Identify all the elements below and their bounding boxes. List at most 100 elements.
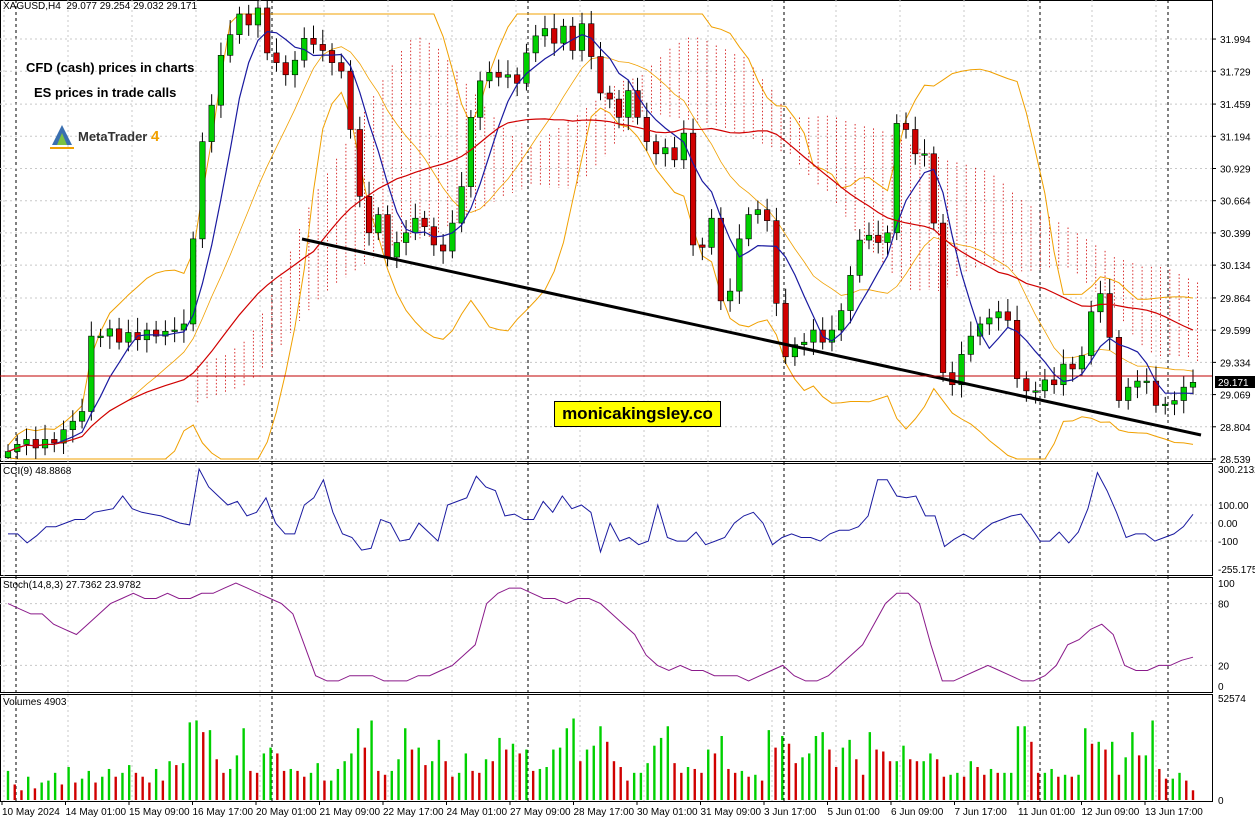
candle-bullish xyxy=(1088,311,1095,356)
candle-bearish xyxy=(1115,337,1123,401)
candle-bearish xyxy=(328,50,336,63)
candle-bearish xyxy=(939,222,947,373)
panel-frame-cci xyxy=(0,463,1213,576)
metatrader-logo: MetaTrader 4 xyxy=(48,123,159,149)
bollinger-lower xyxy=(7,91,1194,460)
candle-bullish xyxy=(458,186,465,224)
candle-bullish xyxy=(1078,355,1085,370)
candle-bullish xyxy=(523,52,530,84)
candle-bearish xyxy=(282,62,289,76)
candle-bullish xyxy=(375,214,382,234)
candle-bullish xyxy=(662,147,669,155)
cci-tick-label: -255.175 xyxy=(1218,565,1255,576)
x-tick-label: 21 May 09:00 xyxy=(320,807,381,818)
candle-bullish xyxy=(1060,363,1067,386)
descending-trendline xyxy=(301,237,1202,437)
cci-tick-label: 100.00 xyxy=(1218,501,1249,512)
candle-bullish xyxy=(403,232,410,243)
candle-bullish xyxy=(125,332,132,343)
candle-bullish xyxy=(1143,380,1150,383)
candle-bullish xyxy=(504,74,511,78)
candle-bearish xyxy=(615,98,623,118)
candle-bullish xyxy=(838,310,845,331)
candle-bullish xyxy=(541,28,549,37)
bollinger-upper xyxy=(7,13,1194,446)
candle-bullish xyxy=(625,90,632,118)
candle-bearish xyxy=(347,70,354,130)
candle-bearish xyxy=(338,62,345,72)
candle-bullish xyxy=(1125,386,1132,401)
cci-tick-label: 0.00 xyxy=(1218,519,1238,530)
stoch-label: Stoch(14,8,3) 27.7362 23.9782 xyxy=(3,580,141,591)
candle-bullish xyxy=(254,7,262,26)
candle-bearish xyxy=(717,217,724,302)
candle-bullish xyxy=(217,55,225,106)
cci-label: CCI(9) 48.8868 xyxy=(3,466,72,477)
candle-bullish xyxy=(291,59,299,76)
x-tick-label: 22 May 17:00 xyxy=(383,807,444,818)
candle-bearish xyxy=(495,72,502,78)
candle-bullish xyxy=(78,411,86,422)
x-tick-label: 5 Jun 01:00 xyxy=(828,807,881,818)
candle-bearish xyxy=(1023,378,1030,392)
candle-bullish xyxy=(23,439,30,445)
candle-bullish xyxy=(801,341,808,345)
candle-bearish xyxy=(153,329,160,337)
candle-bearish xyxy=(634,90,641,118)
candle-bullish xyxy=(199,141,206,240)
x-tick-label: 28 May 17:00 xyxy=(574,807,635,818)
candle-bearish xyxy=(671,147,678,161)
candle-bearish xyxy=(588,23,595,57)
candle-bullish xyxy=(791,344,798,358)
candle-bullish xyxy=(995,311,1002,319)
x-tick-label: 6 Jun 09:00 xyxy=(891,807,944,818)
moving-average-slow xyxy=(7,118,1194,453)
stoch-line xyxy=(7,582,1194,682)
candle-bearish xyxy=(273,52,280,63)
x-tick-label: 20 May 01:00 xyxy=(256,807,317,818)
candle-bearish xyxy=(319,44,326,51)
price-tick-label: 29.069 xyxy=(1220,391,1251,402)
platform-name: MetaTrader xyxy=(78,129,148,144)
panel-frame-volume xyxy=(0,694,1213,802)
stoch-tick-label: 20 xyxy=(1218,661,1230,672)
moving-average-fast xyxy=(7,30,1194,453)
x-tick-label: 14 May 01:00 xyxy=(66,807,127,818)
candle-bullish xyxy=(412,217,419,234)
cci-line xyxy=(8,467,1194,554)
candle-bullish xyxy=(4,451,12,458)
candle-bullish xyxy=(1041,379,1048,392)
candle-bullish xyxy=(1134,380,1141,388)
candle-bearish xyxy=(606,92,613,100)
price-tick-label: 29.864 xyxy=(1220,294,1251,305)
price-tick-label: 30.929 xyxy=(1220,164,1251,175)
candle-bullish xyxy=(97,335,104,338)
candle-bearish xyxy=(690,132,697,246)
candle-bearish xyxy=(1069,363,1076,370)
x-tick-label: 30 May 01:00 xyxy=(637,807,698,818)
candle-bearish xyxy=(116,328,123,343)
candle-bullish xyxy=(865,234,873,241)
price-tick-label: 29.599 xyxy=(1220,326,1251,337)
candle-bearish xyxy=(875,234,882,243)
x-tick-label: 3 Jun 17:00 xyxy=(764,807,817,818)
candle-bearish xyxy=(365,196,373,234)
candle-bullish xyxy=(810,329,817,343)
candle-bearish xyxy=(782,302,789,358)
candle-bearish xyxy=(1106,293,1113,338)
candle-bullish xyxy=(162,330,169,337)
candle-bullish xyxy=(754,209,761,215)
candle-bullish xyxy=(828,329,836,343)
candle-bullish xyxy=(736,238,743,292)
price-tick-label: 31.459 xyxy=(1220,100,1251,111)
note-es: ES prices in trade calls xyxy=(34,85,177,100)
candle-bullish xyxy=(106,328,113,337)
candle-bullish xyxy=(208,104,215,142)
candle-bullish xyxy=(171,329,178,332)
candle-bullish xyxy=(958,354,965,386)
candle-bullish xyxy=(884,232,891,243)
candle-bearish xyxy=(912,129,919,155)
x-tick-label: 12 Jun 09:00 xyxy=(1082,807,1140,818)
x-tick-label: 16 May 17:00 xyxy=(193,807,254,818)
volume-tick-label: 0 xyxy=(1218,796,1224,807)
